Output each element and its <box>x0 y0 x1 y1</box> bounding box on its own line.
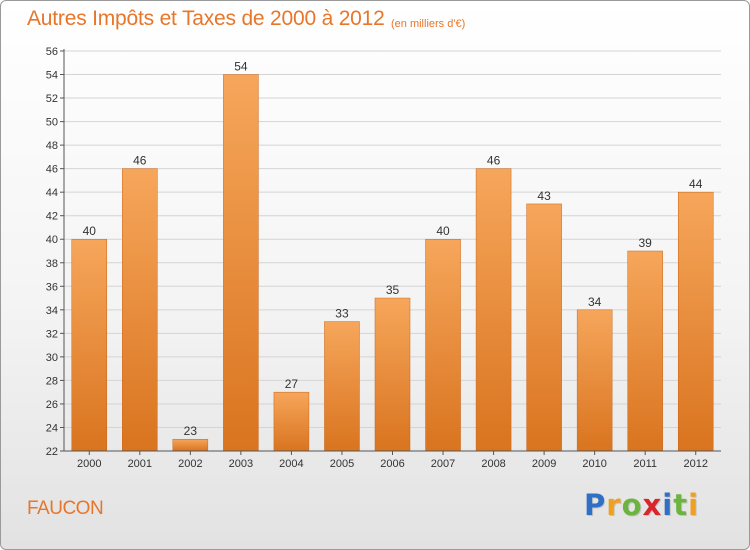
bar-value-label: 44 <box>689 177 703 191</box>
y-tick-label: 52 <box>46 93 58 105</box>
bar <box>223 74 259 452</box>
y-tick-label: 38 <box>46 258 58 270</box>
x-tick-label: 2002 <box>178 458 202 470</box>
logo-letter: r <box>606 488 622 522</box>
bar <box>71 238 108 452</box>
bar <box>324 321 360 452</box>
bars <box>71 74 714 452</box>
bar <box>172 438 209 452</box>
y-tick-label: 26 <box>46 399 58 411</box>
bar <box>526 203 562 452</box>
x-tick-label: 2011 <box>633 458 657 470</box>
chart-title: Autres Impôts et Taxes de 2000 à 2012 <box>27 7 385 30</box>
x-tick-label: 2012 <box>683 458 707 470</box>
bar-value-label: 46 <box>133 154 147 168</box>
y-tick-label: 56 <box>46 46 58 58</box>
x-tick-label: 2005 <box>330 458 354 470</box>
x-tick-label: 2010 <box>582 458 606 470</box>
y-tick-label: 46 <box>46 164 58 176</box>
bar <box>475 168 512 452</box>
y-tick-label: 32 <box>46 328 58 340</box>
x-tick-label: 2003 <box>229 458 253 470</box>
logo-letter: i <box>662 488 674 522</box>
y-tick-label: 24 <box>46 422 58 434</box>
bar-value-label: 27 <box>285 377 299 391</box>
x-tick-label: 2001 <box>128 458 152 470</box>
bar <box>576 309 613 452</box>
logo-letter: i <box>688 488 700 522</box>
y-tick-label: 40 <box>46 234 58 246</box>
bar-value-label: 40 <box>83 224 97 238</box>
bar-value-label: 46 <box>487 154 501 168</box>
y-tick-label: 36 <box>46 281 58 293</box>
y-tick-label: 30 <box>46 352 58 364</box>
y-tick-label: 22 <box>46 446 58 458</box>
chart-subtitle: (en milliers d'€) <box>391 18 466 30</box>
commune-name: FAUCON <box>27 498 104 519</box>
bar-value-label: 39 <box>639 236 653 250</box>
y-tick-label: 50 <box>46 117 58 129</box>
y-tick-label: 44 <box>46 187 58 199</box>
logo-letter: P <box>584 488 607 522</box>
bar <box>627 250 663 452</box>
x-tick-label: 2007 <box>431 458 455 470</box>
bar-value-label: 54 <box>234 60 248 74</box>
y-tick-label: 48 <box>46 140 58 152</box>
logo-letter: t <box>673 488 689 522</box>
bar <box>273 391 310 452</box>
y-tick-label: 28 <box>46 375 58 387</box>
x-tick-label: 2009 <box>532 458 556 470</box>
proxiti-logo: Proxiti <box>584 488 699 522</box>
bar <box>374 297 411 452</box>
y-tick-label: 42 <box>46 211 58 223</box>
y-tick-label: 34 <box>46 305 58 317</box>
x-tick-label: 2006 <box>380 458 404 470</box>
bar <box>425 238 461 452</box>
x-tick-label: 2000 <box>77 458 101 470</box>
y-tick-label: 54 <box>46 70 58 82</box>
logo-letter: x <box>642 488 663 522</box>
x-tick-label: 2004 <box>279 458 303 470</box>
bar-value-label: 34 <box>588 295 602 309</box>
bar-value-label: 23 <box>184 424 198 438</box>
bar-value-label: 43 <box>537 189 551 203</box>
x-tick-label: 2008 <box>481 458 505 470</box>
bar-value-label: 35 <box>386 283 400 297</box>
logo-letter: o <box>621 488 643 522</box>
bar-value-label: 33 <box>335 307 349 321</box>
axes <box>60 49 721 455</box>
labels: 22 24 26 28 30 32 34 36 38 40 42 44 46 48 50 52 54 56 40 20… <box>46 46 708 470</box>
bar-value-label: 40 <box>436 224 450 238</box>
bar <box>122 168 158 452</box>
bar <box>677 191 714 452</box>
